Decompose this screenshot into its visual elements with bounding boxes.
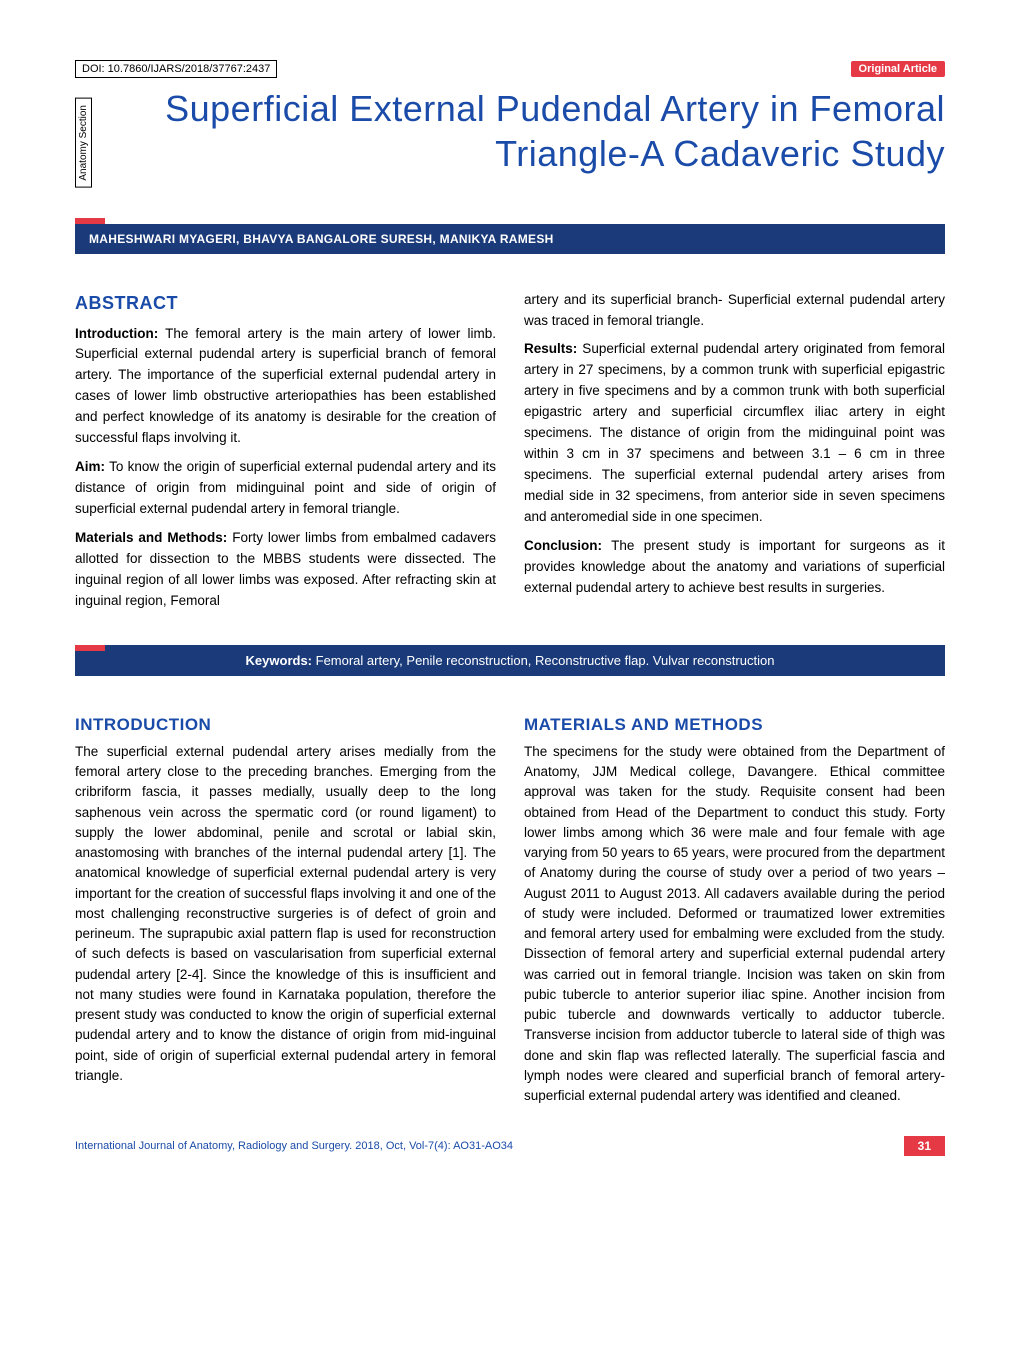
intro-label: Introduction:	[75, 326, 158, 341]
abstract-left-col: ABSTRACT Introduction: The femoral arter…	[75, 290, 496, 620]
body-right-col: MATERIALS AND METHODS The specimens for …	[524, 712, 945, 1106]
methods-label: Materials and Methods:	[75, 530, 227, 545]
authors-bar-wrap: MAHESHWARI MYAGERI, BHAVYA BANGALORE SUR…	[75, 218, 945, 254]
aim-text: To know the origin of superficial extern…	[75, 459, 496, 516]
footer-citation: International Journal of Anatomy, Radiol…	[75, 1140, 513, 1152]
keywords-bar: Keywords: Femoral artery, Penile reconst…	[75, 645, 945, 676]
page: DOI: 10.7860/IJARS/2018/37767:2437 Origi…	[0, 0, 1020, 1196]
abstract-intro: Introduction: The femoral artery is the …	[75, 324, 496, 450]
top-row: DOI: 10.7860/IJARS/2018/37767:2437 Origi…	[75, 60, 945, 78]
page-number: 31	[904, 1136, 945, 1156]
aim-label: Aim:	[75, 459, 105, 474]
results-text: Superficial external pudendal artery ori…	[524, 341, 945, 523]
section-tab: Anatomy Section	[75, 98, 92, 188]
intro-text: The femoral artery is the main artery of…	[75, 326, 496, 446]
materials-methods-body: The specimens for the study were obtaine…	[524, 742, 945, 1107]
keywords-text: Femoral artery, Penile reconstruction, R…	[312, 653, 774, 668]
footer-row: International Journal of Anatomy, Radiol…	[75, 1136, 945, 1156]
body-columns: INTRODUCTION The superficial external pu…	[75, 712, 945, 1106]
abstract-cont: artery and its superficial branch- Super…	[524, 290, 945, 332]
abstract-heading: ABSTRACT	[75, 290, 496, 318]
body-left-col: INTRODUCTION The superficial external pu…	[75, 712, 496, 1106]
materials-methods-heading: MATERIALS AND METHODS	[524, 712, 945, 738]
doi-box: DOI: 10.7860/IJARS/2018/37767:2437	[75, 60, 277, 78]
abstract-methods: Materials and Methods: Forty lower limbs…	[75, 528, 496, 612]
abstract-block: ABSTRACT Introduction: The femoral arter…	[75, 290, 945, 620]
abstract-results: Results: Superficial external pudendal a…	[524, 339, 945, 527]
introduction-heading: INTRODUCTION	[75, 712, 496, 738]
article-type-badge: Original Article	[851, 61, 945, 77]
abstract-right-col: artery and its superficial branch- Super…	[524, 290, 945, 620]
results-label: Results:	[524, 341, 577, 356]
conclusion-label: Conclusion:	[524, 538, 602, 553]
article-title: Superficial External Pudendal Artery in …	[112, 86, 945, 176]
keywords-label: Keywords:	[246, 653, 312, 668]
introduction-body: The superficial external pudendal artery…	[75, 742, 496, 1086]
abstract-conclusion: Conclusion: The present study is importa…	[524, 536, 945, 599]
authors-bar: MAHESHWARI MYAGERI, BHAVYA BANGALORE SUR…	[75, 224, 945, 254]
abstract-aim: Aim: To know the origin of superficial e…	[75, 457, 496, 520]
title-row: Anatomy Section Superficial External Pud…	[75, 86, 945, 188]
